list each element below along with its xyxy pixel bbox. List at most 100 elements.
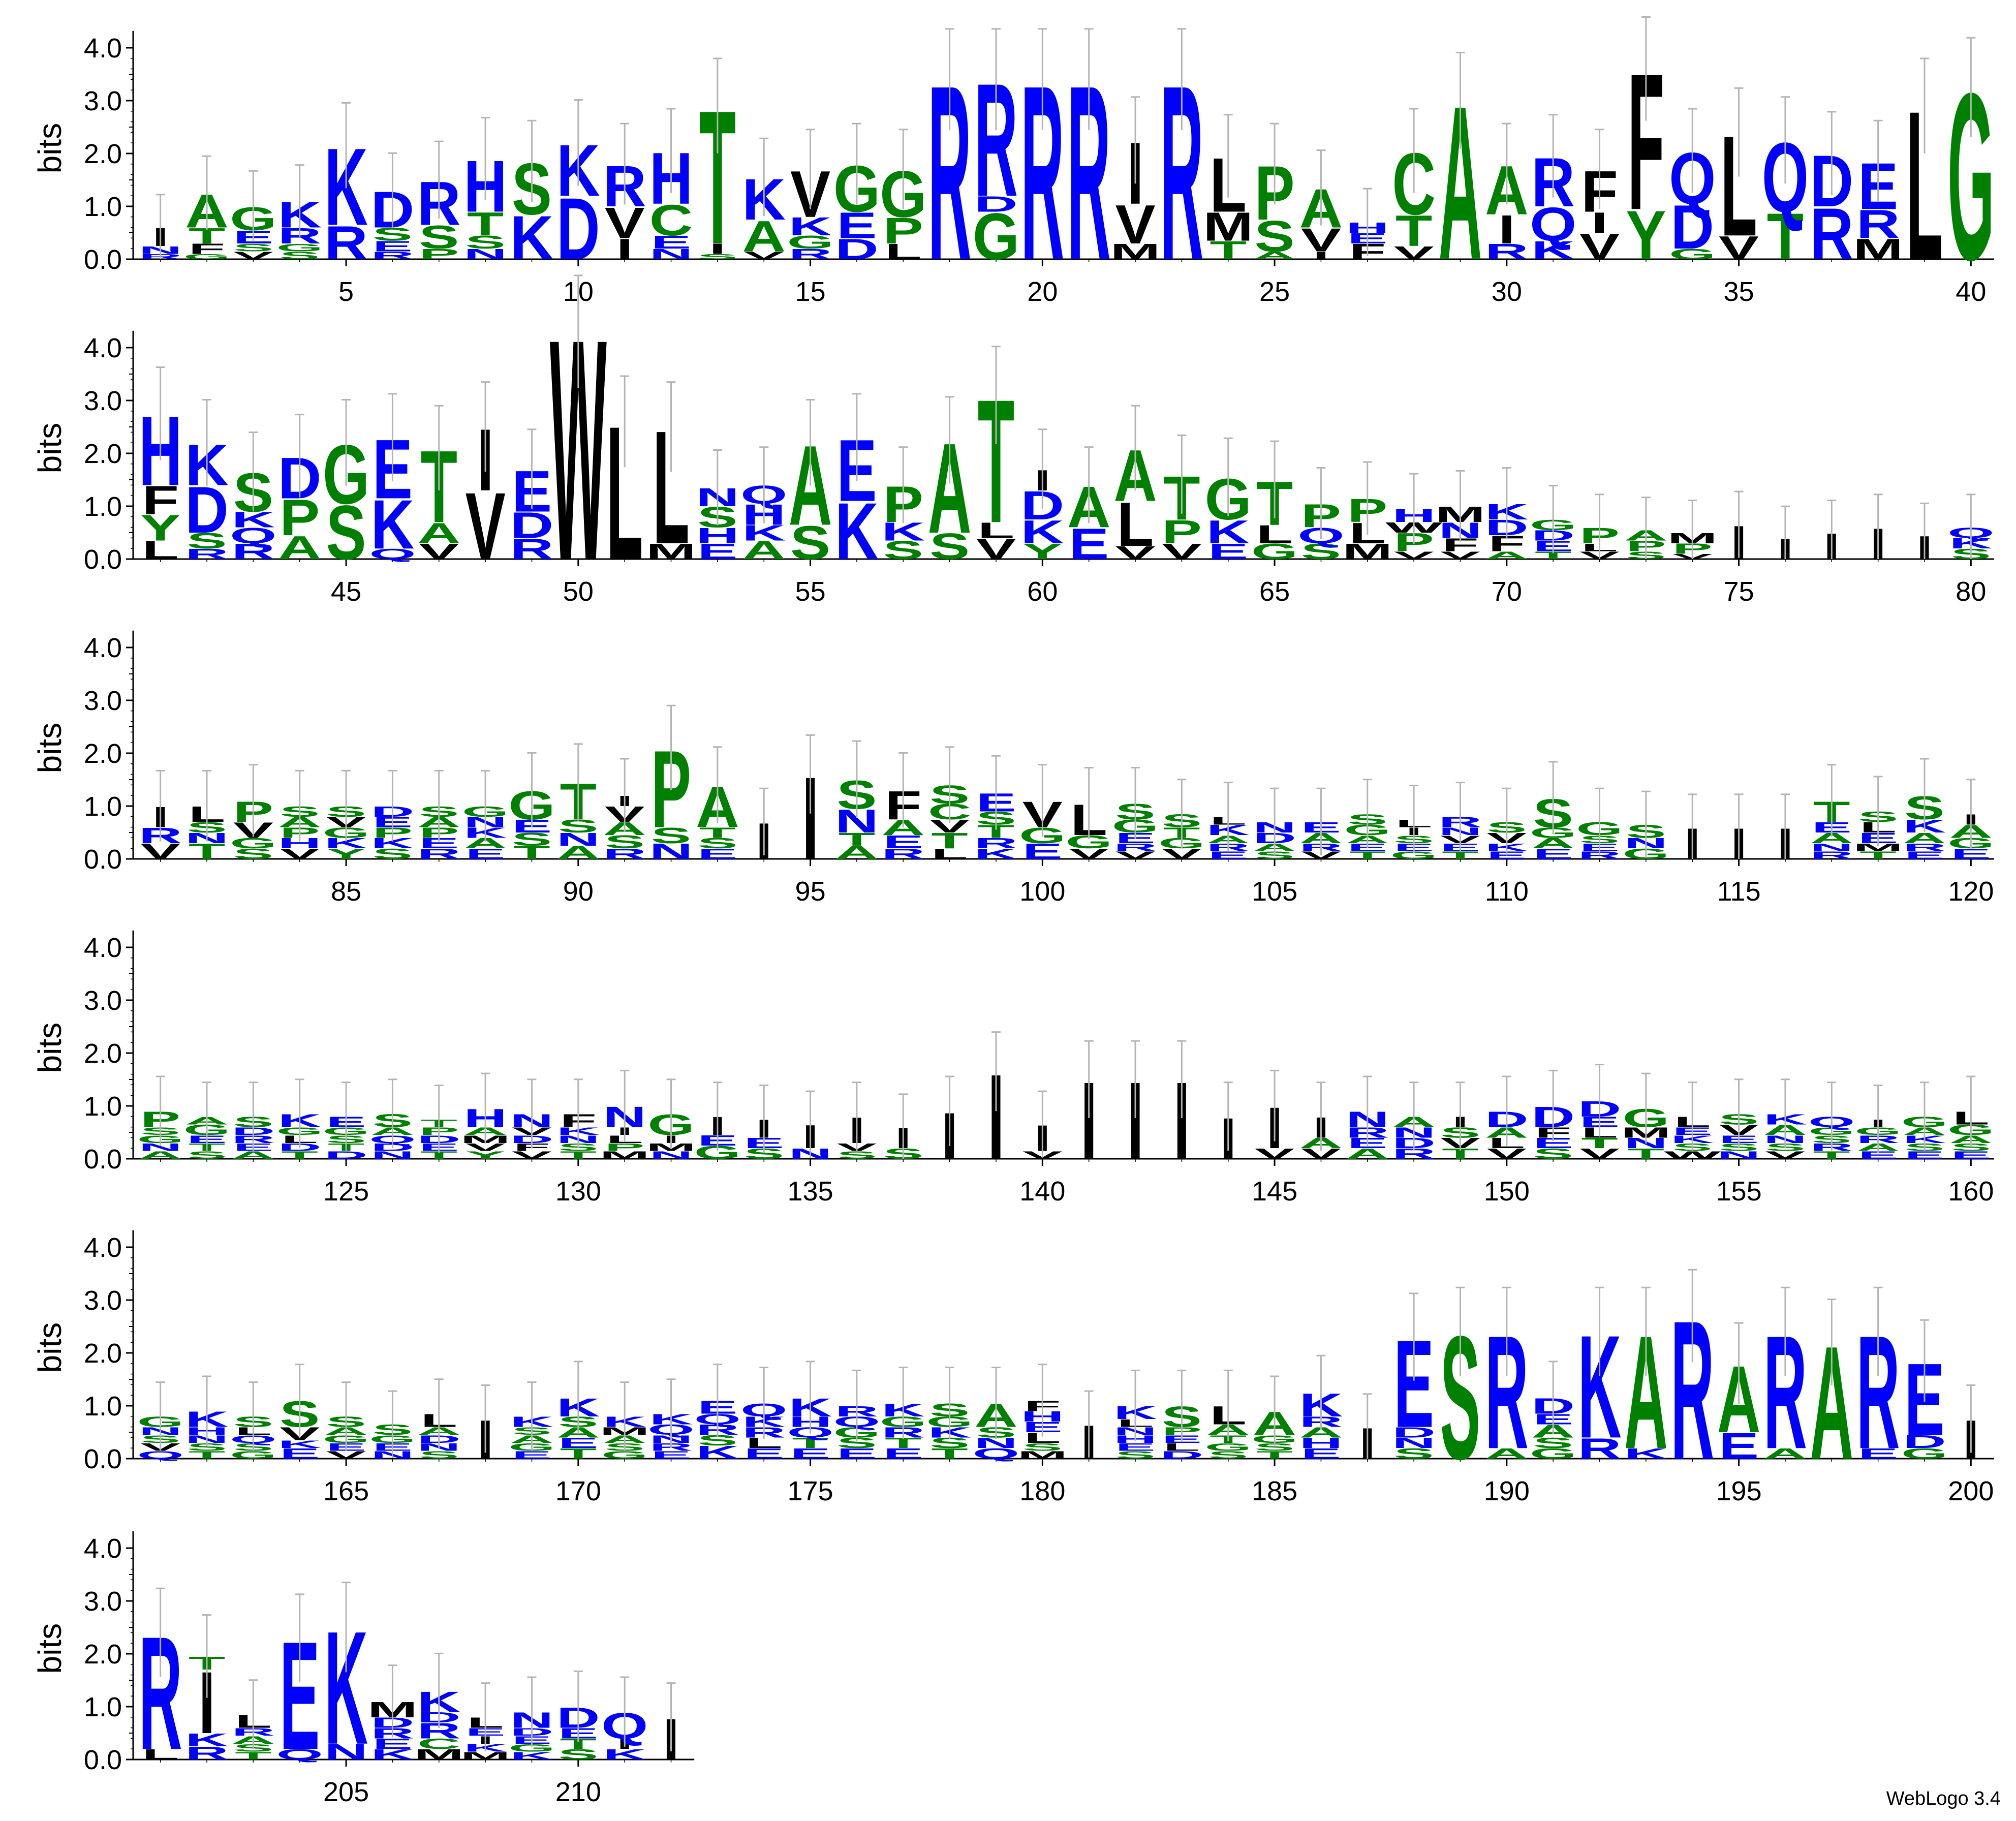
logo-letter: L [1117,489,1154,559]
logo-letter: G [1901,1445,1948,1462]
logo-letter: C [417,1736,461,1752]
logo-letter: M [1110,239,1161,264]
y-tick-label: 2.0 [84,1338,122,1369]
logo-letter: T [1442,849,1478,861]
y-axis-label: bits [32,723,68,774]
y-axis-label: bits [32,423,68,474]
logo-letter: Q [369,546,416,562]
logo-letter: E [1069,519,1109,569]
y-tick-label: 4.0 [84,933,122,963]
logo-letter: A [139,1149,182,1161]
logo-row: 0.0 1.0 2.0 3.0 4.0 bits 125 130 135 140 145 150 155… [32,930,1994,1207]
logo-letter: L [142,1746,178,1763]
logo-letter: T [1767,200,1804,273]
logo-letter: V [1579,1146,1620,1162]
logo-letter: T [1859,849,1896,861]
logo-letter: S [836,1149,877,1161]
logo-letter: V [512,1149,552,1161]
logo-letter: E [1533,846,1573,862]
logo-letter: K [835,486,879,576]
logo-letter: H [1299,1435,1343,1451]
y-axis-label: bits [32,1023,68,1073]
x-tick-label: 90 [563,876,594,907]
x-tick-label: 5 [338,276,354,307]
x-tick-label: 200 [1948,1476,1994,1506]
logo-letter: M [1342,539,1392,564]
logo-letter: S [187,1149,227,1161]
logo-letter: I [1498,207,1515,252]
logo-letter: T [792,1435,828,1451]
logo-letter: S [929,526,970,567]
logo-letter: L [142,536,178,565]
y-tick-label: 2.0 [84,439,122,469]
logo-letter: T [560,1445,597,1462]
logo-letter: E [512,1449,552,1461]
x-tick-label: 95 [795,876,826,907]
logo-letter: E [883,1445,923,1462]
logo-letter: T [189,839,225,864]
x-tick-label: 175 [788,1476,833,1506]
x-tick-label: 100 [1019,876,1065,907]
y-tick-label: 3.0 [84,1586,122,1617]
y-axis-label: bits [32,1322,68,1373]
logo-letter: K [371,1746,415,1763]
logo-letter: A [1903,830,1946,846]
x-tick-label: 60 [1027,576,1058,607]
logo-letter: A [1485,549,1529,562]
x-tick-label: 45 [331,576,361,607]
logo-letter: I [616,233,633,265]
logo-letter: H [696,523,739,548]
logo-letter: V [744,250,784,262]
logo-letter: K [789,212,832,241]
logo-letter: S [1533,1146,1573,1162]
logo-letter: R [185,1743,229,1763]
logo-letter: E [697,846,737,862]
x-tick-label: 50 [563,576,594,607]
logo-letter: K [603,1746,646,1763]
logo-letter: M [1017,1449,1068,1461]
logo-row: 0.0 1.0 2.0 3.0 4.0 bits 165 170 175 180 185 190 195… [32,1230,1994,1506]
logo-letter: E [1904,1149,1944,1161]
logo-letter: N [1717,1149,1761,1161]
x-tick-label: 165 [323,1476,369,1506]
logo-letter: Q [137,1449,184,1461]
logo-letter: S [558,1746,598,1763]
x-tick-label: 170 [555,1476,601,1506]
logo-letter: E [1115,1441,1155,1453]
logo-letter: M [460,1750,511,1762]
x-tick-label: 120 [1948,876,1994,907]
logo-letter: E [558,1435,598,1451]
y-tick-label: 4.0 [84,1533,122,1564]
logo-letter: E [883,832,923,852]
logo-letter: L [1256,520,1293,549]
logo-letter: R [1810,849,1853,861]
logo-letter: S [1301,539,1341,564]
y-tick-label: 3.0 [84,985,122,1016]
logo-letter: N [1810,841,1853,853]
logo-letter: S [187,529,227,553]
logo-letter: D [835,233,879,265]
logo-letter: T [513,842,550,862]
logo-letter: T [560,1149,597,1161]
logo-letter: E [1208,849,1248,861]
logo-letter: G [183,253,230,261]
logo-letter: I [709,241,726,257]
logo-letter: S [233,241,273,254]
logo-letter: K [510,1750,554,1762]
logo-letter: K [278,1438,322,1450]
logo-letter: V [1394,549,1434,562]
logo-letter: S [512,829,552,849]
logo-letter: A [1346,1146,1389,1162]
logo-letter: A [232,1149,275,1161]
logo-letter: S [280,250,320,262]
logo-letter: I [1313,250,1329,262]
y-tick-label: 1.0 [84,1391,122,1422]
logo-letter: M [414,1746,464,1763]
x-tick-label: 40 [1956,276,1986,307]
logo-letter: N [556,829,600,849]
x-tick-label: 65 [1259,576,1290,607]
logo-letter: M [600,1149,650,1161]
x-tick-label: 30 [1492,276,1522,307]
logo-letter: K [1021,513,1065,550]
